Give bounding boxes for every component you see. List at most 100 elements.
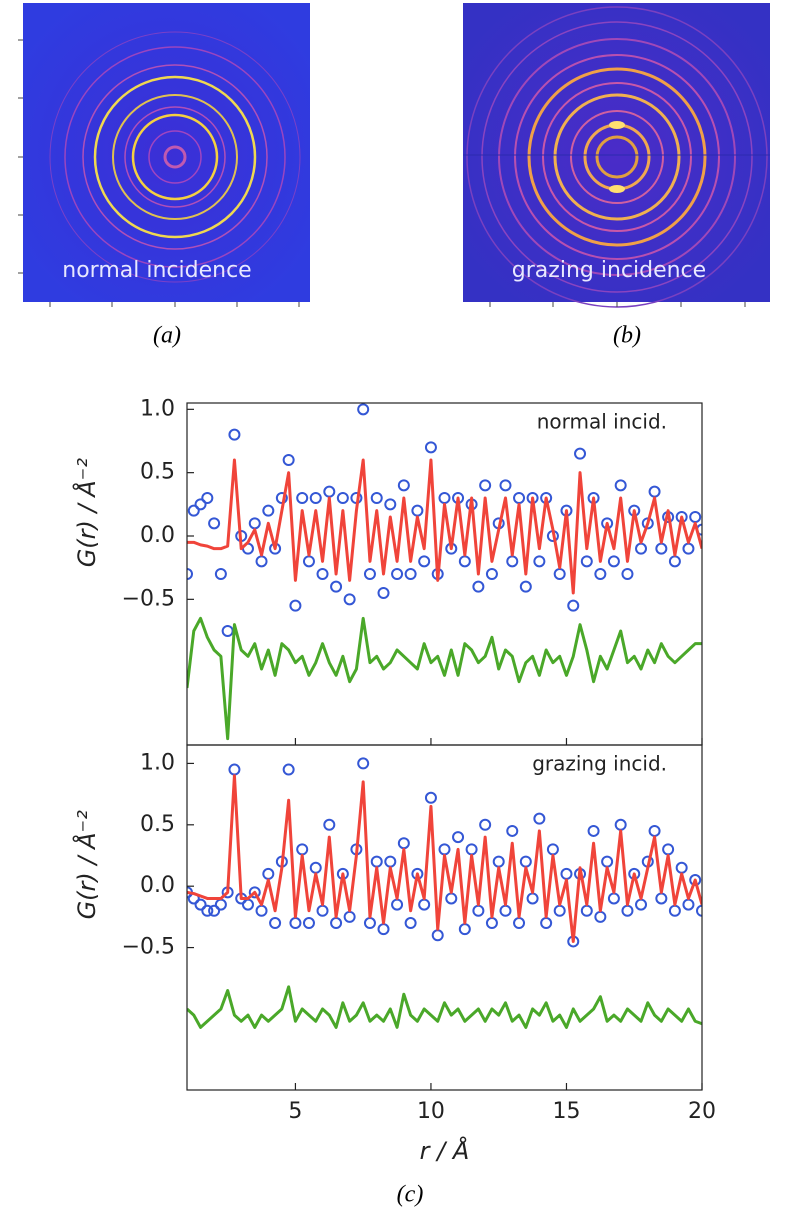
data-point — [391, 898, 404, 911]
data-point — [506, 555, 519, 568]
data-point — [438, 492, 451, 504]
y-tick-label: −0.5 — [122, 935, 175, 960]
y-tick-label: 0.5 — [140, 812, 175, 837]
data-point — [499, 479, 512, 492]
data-point — [689, 511, 702, 523]
y-tick-label: 1.0 — [140, 750, 175, 775]
data-point — [370, 492, 383, 504]
data-point — [336, 492, 349, 504]
annotation: normal incid. — [537, 410, 667, 434]
data-point — [594, 568, 607, 580]
data-point — [553, 568, 566, 580]
panel-caption: (a) — [153, 323, 181, 349]
data-point — [363, 917, 376, 930]
x-tick-label: 20 — [688, 1099, 716, 1124]
data-point — [614, 818, 627, 831]
data-point — [513, 917, 526, 930]
data-point — [384, 855, 397, 868]
data-point — [438, 843, 451, 856]
data-point — [696, 904, 702, 917]
x-axis-label: r / Å — [420, 1136, 470, 1165]
data-point — [621, 904, 634, 917]
data-point — [418, 555, 431, 568]
data-line — [187, 616, 702, 741]
data-point — [201, 904, 214, 917]
data-point — [411, 504, 424, 517]
data-point — [296, 492, 309, 504]
data-point — [465, 843, 478, 856]
data-point — [255, 555, 268, 568]
data-point — [655, 542, 668, 555]
data-point — [323, 485, 336, 498]
data-point — [553, 904, 566, 917]
data-point — [614, 479, 627, 492]
data-point — [621, 568, 634, 580]
data-line — [187, 985, 702, 1029]
data-point — [418, 898, 431, 911]
data-point — [262, 867, 275, 880]
data-point — [309, 861, 322, 874]
data-point — [343, 910, 356, 923]
data-point — [594, 910, 607, 923]
data-point — [323, 818, 336, 831]
data-point — [580, 904, 593, 917]
data-point — [682, 542, 695, 555]
data-point — [533, 555, 546, 568]
data-point — [302, 555, 315, 568]
data-point — [248, 886, 261, 899]
data-point — [513, 492, 526, 504]
data-point — [533, 812, 546, 825]
data-point — [648, 824, 661, 837]
data-point — [424, 441, 437, 454]
data-point — [580, 555, 593, 568]
data-point — [377, 923, 390, 936]
data-point — [391, 568, 404, 580]
image-label: normal incidence — [62, 258, 251, 283]
data-point — [485, 917, 498, 930]
y-axis-label: G(r) / Å⁻² — [72, 810, 101, 920]
data-point — [357, 403, 370, 416]
y-tick-label: 0.0 — [140, 523, 175, 548]
data-point — [607, 555, 620, 568]
data-point — [397, 479, 410, 492]
data-point — [452, 831, 465, 844]
data-point — [248, 517, 261, 530]
y-tick-label: 0.0 — [140, 873, 175, 898]
data-point — [208, 517, 221, 530]
data-point — [472, 904, 485, 917]
data-point — [377, 587, 390, 599]
data-point — [187, 504, 200, 517]
data-point — [424, 791, 437, 804]
diffraction-image-b: grazing incidence — [463, 3, 770, 308]
data-point — [262, 504, 275, 517]
data-point — [201, 492, 214, 504]
data-point — [241, 898, 254, 911]
data-point — [492, 855, 505, 868]
data-point — [682, 898, 695, 911]
data-point — [289, 917, 302, 930]
axes-frame — [186, 402, 703, 746]
data-point — [485, 568, 498, 580]
data-point — [404, 917, 417, 930]
diffraction-image-a: normal incidence — [18, 3, 310, 307]
data-point — [214, 568, 227, 580]
y-tick-label: 1.0 — [140, 396, 175, 421]
data-point — [635, 898, 648, 911]
data-point — [397, 837, 410, 850]
data-point — [560, 867, 573, 880]
axes-frame — [186, 744, 703, 1091]
data-point — [648, 485, 661, 498]
data-point — [662, 843, 675, 856]
x-tick-label: 5 — [288, 1099, 302, 1124]
y-axis-label: G(r) / Å⁻² — [72, 458, 101, 568]
data-point — [601, 855, 614, 868]
data-point — [668, 555, 681, 568]
data-point — [194, 498, 207, 511]
data-point — [472, 580, 485, 593]
data-point — [519, 580, 532, 593]
data-point — [431, 929, 444, 942]
data-point — [635, 542, 648, 555]
data-point — [309, 492, 322, 504]
data-point — [519, 855, 532, 868]
